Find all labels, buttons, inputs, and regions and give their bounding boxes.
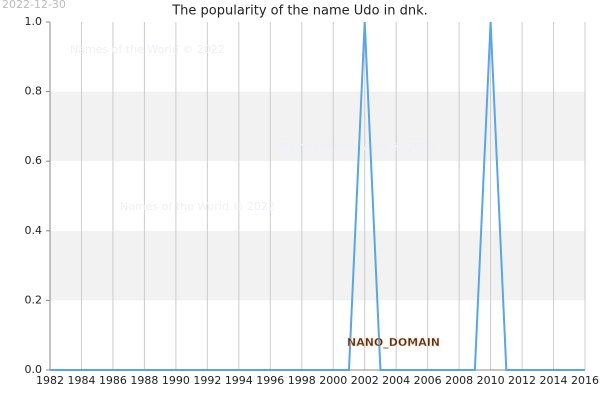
x-tick-label: 2006 [414, 374, 442, 387]
x-tick-label: 2008 [445, 374, 473, 387]
x-tick-label: 2010 [477, 374, 505, 387]
y-tick-label: 0.2 [25, 293, 43, 306]
watermark: Names of the World © 2022 [70, 43, 225, 56]
x-tick-label: 1994 [225, 374, 253, 387]
x-tick-label: 2012 [508, 374, 536, 387]
x-tick-label: 1986 [99, 374, 127, 387]
x-tick-label: 2000 [319, 374, 347, 387]
x-tick-label: 1992 [193, 374, 221, 387]
domain-label: NANO_DOMAIN [347, 336, 440, 349]
x-tick-label: 1998 [288, 374, 316, 387]
x-tick-label: 1988 [130, 374, 158, 387]
watermark: Names of the World © 2022 [120, 200, 275, 213]
x-tick-label: 2014 [540, 374, 568, 387]
y-tick-label: 0.4 [25, 224, 43, 237]
y-tick-label: 1.0 [25, 15, 43, 28]
x-tick-label: 2004 [382, 374, 410, 387]
x-tick-label: 2002 [351, 374, 379, 387]
y-tick-label: 0.0 [25, 363, 43, 376]
chart-title: The popularity of the name Udo in dnk. [171, 4, 428, 19]
line [50, 21, 585, 371]
grid-band [50, 230, 585, 301]
x-tick-label: 1984 [67, 374, 95, 387]
y-tick-label: 0.6 [25, 154, 43, 167]
x-tick-label: 1990 [162, 374, 190, 387]
x-tick-label: 1982 [36, 374, 64, 387]
date-stamp: 2022-12-30 [2, 0, 66, 11]
watermark: Names of the World © 2022 [280, 140, 435, 153]
x-tick-label: 1996 [256, 374, 284, 387]
x-tick-label: 2016 [571, 374, 599, 387]
y-tick-label: 0.8 [25, 85, 43, 98]
